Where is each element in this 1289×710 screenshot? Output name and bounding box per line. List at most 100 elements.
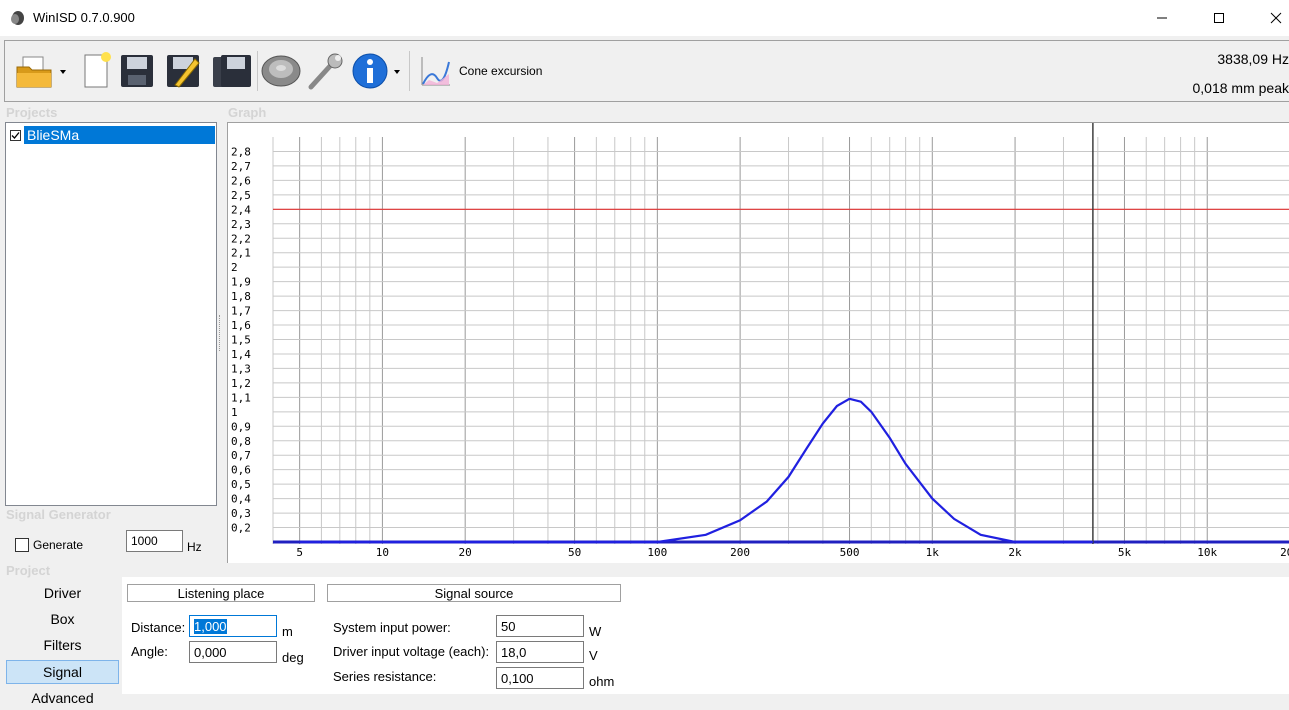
angle-input[interactable]: 0,000: [189, 641, 277, 663]
angle-unit: deg: [282, 650, 304, 665]
generate-label: Generate: [33, 538, 83, 552]
x-tick-label: 10k: [1197, 546, 1217, 559]
save-icon: [119, 51, 155, 91]
x-tick-label: 500: [840, 546, 860, 559]
cursor-frequency-readout: 3838,09 Hz: [1217, 51, 1289, 67]
y-tick-label: 2,4: [231, 203, 251, 216]
folder-open-icon: [15, 51, 55, 91]
maximize-icon: [1213, 12, 1225, 24]
excursion-curve: [300, 399, 1093, 542]
signal-source-header: Signal source: [327, 584, 621, 602]
listening-place-header: Listening place: [127, 584, 315, 602]
project-item[interactable]: BlieSMa: [10, 126, 215, 144]
x-tick-label: 1k: [926, 546, 940, 559]
series-resistance-label: Series resistance:: [333, 669, 436, 684]
y-tick-label: 1,2: [231, 377, 251, 390]
y-tick-label: 0,9: [231, 420, 251, 433]
y-tick-label: 2,7: [231, 160, 251, 173]
save-all-icon: [211, 51, 253, 91]
toolbar-separator: [257, 51, 258, 91]
open-dropdown-caret[interactable]: [60, 70, 66, 74]
y-tick-label: 1,9: [231, 276, 251, 289]
cursor-value-readout: 0,018 mm peak: [1193, 80, 1289, 96]
save-button[interactable]: [119, 50, 155, 92]
x-tick-label: 50: [568, 546, 581, 559]
save-all-button[interactable]: [211, 50, 253, 92]
y-tick-label: 2,1: [231, 247, 251, 260]
projects-section-label: Projects: [6, 105, 57, 120]
generate-checkbox[interactable]: [15, 538, 29, 552]
tab-signal[interactable]: Signal: [6, 660, 119, 684]
tab-filters[interactable]: Filters: [6, 633, 119, 657]
projects-list[interactable]: BlieSMa: [5, 122, 217, 506]
series-resistance-input[interactable]: 0,100: [496, 667, 584, 689]
x-tick-label: 2k: [1008, 546, 1022, 559]
graph-type-selector[interactable]: Cone excursion: [419, 50, 542, 92]
close-button[interactable]: [1253, 4, 1289, 32]
tab-box[interactable]: Box: [6, 607, 119, 631]
y-tick-label: 1,5: [231, 334, 251, 347]
tools-button[interactable]: [305, 50, 345, 92]
input-voltage-label: Driver input voltage (each):: [333, 644, 489, 659]
open-project-button[interactable]: [15, 50, 55, 92]
info-button[interactable]: [351, 50, 389, 92]
window-title: WinISD 0.7.0.900: [33, 10, 135, 25]
x-tick-label: 100: [647, 546, 667, 559]
y-tick-label: 1,6: [231, 319, 251, 332]
input-power-label: System input power:: [333, 620, 451, 635]
y-tick-label: 2,6: [231, 174, 251, 187]
x-tick-label: 5k: [1118, 546, 1132, 559]
tab-driver[interactable]: Driver: [6, 581, 119, 605]
y-tick-label: 0,3: [231, 507, 251, 520]
distance-input[interactable]: 1,000: [189, 615, 277, 637]
checkmark-icon: [11, 131, 20, 140]
distance-unit: m: [282, 624, 293, 639]
distance-value: 1,000: [194, 619, 227, 634]
y-tick-label: 2,3: [231, 218, 251, 231]
x-tick-label: 5: [296, 546, 303, 559]
driver-editor-button[interactable]: [260, 50, 302, 92]
save-as-button[interactable]: [165, 50, 201, 92]
new-project-button[interactable]: [79, 50, 113, 92]
y-tick-label: 1,1: [231, 391, 251, 404]
y-tick-label: 1,8: [231, 290, 251, 303]
save-as-icon: [165, 51, 201, 91]
speaker-app-icon: [9, 10, 25, 26]
y-tick-label: 1: [231, 406, 238, 419]
toolbar-separator: [409, 51, 410, 91]
y-tick-label: 2: [231, 261, 238, 274]
signal-generator-section-label: Signal Generator: [6, 507, 111, 522]
project-checkbox[interactable]: [10, 130, 21, 141]
generator-frequency-input[interactable]: 1000: [126, 530, 183, 552]
input-voltage-unit: V: [589, 648, 598, 663]
x-tick-label: 10: [376, 546, 389, 559]
y-tick-label: 0,5: [231, 478, 251, 491]
x-tick-label: 20: [459, 546, 472, 559]
wrench-icon: [305, 51, 345, 91]
y-tick-label: 0,8: [231, 435, 251, 448]
distance-label: Distance:: [131, 620, 185, 635]
maximize-button[interactable]: [1196, 4, 1242, 32]
cone-excursion-chart: 2,82,72,62,52,42,32,22,121,91,81,71,61,5…: [228, 123, 1289, 563]
input-power-unit: W: [589, 624, 601, 639]
info-dropdown-caret[interactable]: [394, 70, 400, 74]
input-voltage-input[interactable]: 18,0: [496, 641, 584, 663]
input-power-input[interactable]: 50: [496, 615, 584, 637]
series-resistance-unit: ohm: [589, 674, 614, 689]
graph-section-label: Graph: [228, 105, 266, 120]
close-icon: [1270, 12, 1282, 24]
info-icon: [351, 51, 389, 91]
y-tick-label: 2,2: [231, 232, 251, 245]
project-name[interactable]: BlieSMa: [24, 126, 215, 144]
generate-checkbox-row[interactable]: Generate: [15, 538, 83, 552]
x-tick-label: 200: [730, 546, 750, 559]
y-tick-label: 1,4: [231, 348, 251, 361]
tab-advanced[interactable]: Advanced: [6, 686, 119, 710]
panel-splitter[interactable]: [219, 315, 223, 351]
graph-chart-icon: [419, 54, 453, 88]
y-tick-label: 1,7: [231, 305, 251, 318]
graph-type-label: Cone excursion: [459, 64, 542, 78]
minimize-button[interactable]: [1139, 4, 1185, 32]
y-tick-label: 0,7: [231, 449, 251, 462]
